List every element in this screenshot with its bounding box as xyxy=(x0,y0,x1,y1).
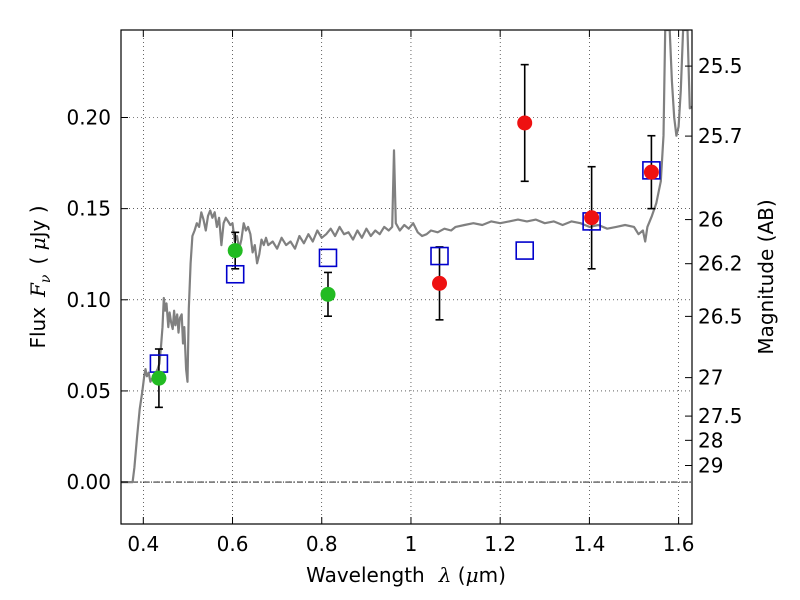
model-spectrum-line xyxy=(121,30,692,484)
data-point xyxy=(151,370,167,386)
magnitude-tick-label: 28 xyxy=(698,428,723,452)
model-photometry-square xyxy=(430,246,449,266)
magnitude-tick-label: 27 xyxy=(698,366,723,390)
y-axis-title-unit-rest: Jy ) xyxy=(26,205,50,239)
data-point xyxy=(320,286,336,302)
x-axis-title-symbol: λ xyxy=(438,563,452,587)
magnitude-tick-label: 25.5 xyxy=(698,54,743,78)
x-axis-title-unit-mu: μ xyxy=(466,563,479,587)
magnitude-tick-label: 25.7 xyxy=(698,124,743,148)
plot-frame xyxy=(120,29,693,525)
y-axis-title: Flux Fν ( μJy ) xyxy=(26,205,54,348)
magnitude-tick-label: 26.5 xyxy=(698,304,743,328)
y-axis-title-symbol: F xyxy=(26,282,50,298)
y-tick-label: 0.05 xyxy=(66,379,111,403)
y-tick-label: 0.20 xyxy=(66,105,111,129)
magnitude-tick-label: 29 xyxy=(698,453,723,477)
x-tick-label: 1.4 xyxy=(573,532,605,556)
data-point xyxy=(432,275,448,291)
x-tick-label: 1 xyxy=(405,532,418,556)
model-photometry-markers xyxy=(149,161,661,373)
y-axis-title-unit-mu: μ xyxy=(26,237,50,250)
model-photometry-square xyxy=(225,264,245,284)
data-point xyxy=(584,210,600,226)
magnitude-tick-label: 27.5 xyxy=(698,404,743,428)
data-point xyxy=(643,164,659,180)
data-point xyxy=(227,243,243,259)
magnitude-axis-title: Magnitude (AB) xyxy=(754,199,778,354)
data-point xyxy=(517,115,533,131)
magnitude-tick-label: 26.2 xyxy=(698,252,743,276)
x-tick-label: 0.4 xyxy=(127,532,159,556)
x-tick-label: 1.6 xyxy=(663,532,695,556)
x-tick-label: 0.6 xyxy=(217,532,249,556)
y-axis-ticks: 0.00 0.05 0.10 0.15 0.20 xyxy=(66,105,128,494)
y-tick-label: 0.10 xyxy=(66,288,111,312)
x-axis-title-unit-rest: m) xyxy=(479,563,506,587)
model-spectrum xyxy=(121,30,692,484)
model-photometry-square xyxy=(515,241,535,260)
y-tick-label: 0.15 xyxy=(66,197,111,221)
y-axis-title-unit-open: ( xyxy=(26,250,50,264)
x-axis-title-unit-open: ( xyxy=(451,563,465,587)
model-photometry-square xyxy=(318,248,338,268)
magnitude-tick-label: 26 xyxy=(698,208,723,232)
observed-photometry-markers xyxy=(151,115,659,386)
y-axis-title-subscript: ν xyxy=(38,274,54,283)
y-axis-title-text: Flux xyxy=(26,307,50,349)
error-bars xyxy=(154,63,656,409)
x-axis-title: Wavelength λ (μm) xyxy=(306,563,506,587)
y-tick-label: 0.00 xyxy=(66,470,111,494)
x-axis-title-text: Wavelength xyxy=(306,563,425,587)
x-axis-ticks: 0.4 0.6 0.8 1 1.2 1.4 1.6 xyxy=(127,30,695,556)
x-tick-label: 0.8 xyxy=(306,532,338,556)
grid xyxy=(121,30,692,524)
x-tick-label: 1.2 xyxy=(484,532,516,556)
